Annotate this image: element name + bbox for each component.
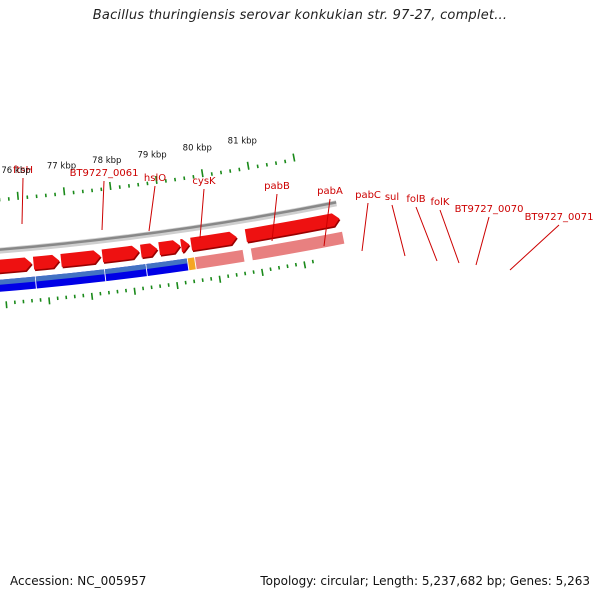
tick-mark — [210, 172, 213, 176]
kbp-label: 77 kbp — [47, 161, 76, 171]
tick-mark — [269, 267, 272, 272]
kbp-label: 76 kbp — [1, 166, 30, 176]
cds-arrow — [60, 250, 101, 267]
gene-leader-line — [439, 209, 460, 264]
lower-tick-track — [0, 153, 296, 202]
tick-mark — [235, 272, 238, 277]
gene-leader-line — [391, 204, 406, 257]
gene-label: BT9727_0061 — [70, 168, 139, 179]
map-title: Bacillus thuringiensis serovar konkukian… — [92, 8, 508, 23]
gene-label-track: ftsH BT9727_0061 hslO cysK pabB pabA pabC sul fo… — [13, 165, 594, 271]
cds-arrow — [101, 245, 140, 263]
accession-text: Accession: NC_005957 — [10, 574, 147, 588]
gene-label: pabA — [317, 186, 343, 197]
feature-subblock — [104, 264, 147, 275]
gene-label: sul — [385, 192, 399, 203]
feature-block — [194, 249, 245, 270]
cds-arrow — [158, 240, 181, 256]
backbone-line — [0, 201, 337, 251]
tick-mark — [48, 297, 51, 305]
tick-mark — [311, 259, 314, 264]
gene-label: hslO — [144, 173, 166, 184]
feature-subblock — [146, 258, 188, 270]
gene-leader-line — [415, 206, 438, 262]
gene-label: ftsH — [13, 165, 33, 176]
tick-mark — [294, 262, 298, 267]
cds-arrow — [190, 231, 237, 251]
tick-mark — [219, 170, 223, 175]
tick-mark — [174, 177, 177, 182]
tick-mark — [303, 261, 307, 269]
feature-subblock — [35, 269, 105, 282]
tick-mark — [192, 174, 195, 179]
tick-mark — [176, 281, 179, 290]
tick-mark — [154, 175, 158, 185]
tick-mark — [16, 191, 20, 200]
cds-track — [0, 213, 341, 275]
gene-label: pabC — [355, 190, 381, 201]
gene-leader-line — [509, 224, 560, 271]
tick-mark — [210, 276, 213, 281]
gene-label: folB — [406, 194, 425, 205]
tick-mark — [62, 187, 66, 196]
kbp-label: 81 kbp — [228, 136, 257, 146]
tick-mark — [200, 169, 204, 178]
tick-mark — [252, 270, 255, 274]
gene-leader-line — [271, 193, 278, 242]
tick-mark — [292, 153, 296, 162]
tick-mark — [133, 287, 136, 295]
gene-label: pabB — [264, 181, 290, 192]
tick-mark — [108, 181, 112, 191]
backbone-track — [0, 200, 337, 254]
gene-leader-line — [475, 216, 490, 266]
tick-mark — [265, 162, 268, 167]
tick-mark — [201, 278, 204, 282]
gene-label: BT9727_0070 — [455, 204, 524, 215]
tick-mark — [284, 159, 287, 164]
feature-track — [0, 231, 345, 292]
feature-subblock — [0, 276, 36, 285]
cds-arrow — [180, 238, 190, 253]
topology-text: Topology: circular; Length: 5,237,682 bp… — [260, 574, 590, 588]
gene-label: folK — [431, 197, 450, 208]
tick-mark — [277, 265, 281, 270]
cds-arrow — [32, 254, 60, 270]
tick-mark — [286, 264, 289, 269]
gene-leader-line — [361, 202, 369, 252]
kbp-label: 79 kbp — [137, 150, 166, 160]
gene-label: BT9727_0071 — [525, 212, 594, 223]
gene-leader-line — [323, 198, 331, 247]
tick-mark — [229, 169, 232, 173]
cds-arrow — [140, 243, 158, 258]
tick-mark — [274, 161, 278, 166]
feature-block — [250, 231, 345, 261]
gene-leader-line — [101, 180, 105, 231]
tick-mark — [261, 268, 264, 276]
tick-mark — [5, 301, 8, 309]
gene-leader-line — [21, 177, 24, 225]
tick-mark — [90, 292, 94, 300]
tick-mark — [246, 161, 250, 170]
gene-leader-line — [148, 185, 156, 232]
kbp-label: 78 kbp — [92, 156, 121, 166]
tick-mark — [227, 274, 230, 279]
tick-mark — [238, 167, 241, 172]
gene-leader-line — [199, 188, 205, 239]
cds-arrow — [244, 213, 340, 243]
tick-mark — [193, 279, 196, 284]
tick-mark — [256, 164, 259, 169]
feature-block — [187, 257, 196, 271]
tick-mark — [244, 271, 247, 276]
tick-mark — [183, 176, 186, 181]
gene-label: cysK — [192, 176, 216, 187]
upper-tick-track — [5, 259, 314, 309]
kbp-label: 80 kbp — [183, 144, 212, 154]
tick-mark — [218, 275, 222, 283]
cds-arrow — [0, 257, 32, 273]
